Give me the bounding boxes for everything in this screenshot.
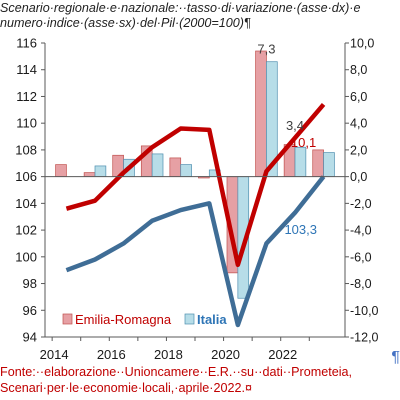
y-right-tick-label: 6,0 [350,90,367,104]
y-left-tick-label: 94 [23,330,37,345]
x-tick-label: 2016 [97,347,126,362]
y-right-tick-label: -6,0 [350,250,372,264]
y-left-tick-label: 112 [16,89,37,104]
y-left-tick-label: 104 [15,196,37,211]
chart-title: Scenario·regionale·e·nazionale:··tasso·d… [0,1,398,31]
y-right-tick-label: -2,0 [350,197,372,211]
legend-label: Italia [197,312,227,327]
y-left-tick-label: 110 [16,116,37,131]
y-left-tick-label: 108 [15,142,37,157]
bar-emilia-romagna [255,50,267,177]
bar-italia [294,146,307,177]
pilcrow-mark: ¶ [391,349,400,366]
bar-italia [94,165,107,177]
x-tick-label: 2014 [40,347,69,362]
bar-emilia-romagna [169,157,182,177]
chart-title-line-2: numero·indice·(asse·sx)·del·Pil·(2000=10… [0,16,251,30]
y-right-tick-label: -4,0 [350,224,372,238]
y-left-tick-label: 116 [16,36,37,51]
data-label: 7,3 [257,42,275,57]
legend-swatch [62,313,73,325]
bar-italia [151,153,164,177]
line-emilia-romagna [65,103,326,268]
y-left-tick-label: 98 [23,276,37,291]
y-left-tick-label: 106 [15,169,37,184]
source-note: Fonte:··elaborazione··Unioncamere··E.R.·… [0,364,398,396]
bar-emilia-romagna [312,149,324,177]
x-tick-label: 2018 [154,347,183,362]
y-right-tick-label: 4,0 [350,117,367,131]
bar-emilia-romagna [55,164,67,177]
y-right-tick-label: -12,0 [350,331,379,345]
y-right-tick-label: 0,0 [350,170,367,184]
y-left-tick-label: 96 [23,303,37,318]
bar-italia [180,164,192,177]
y-right-tick-label: -8,0 [350,277,372,291]
y-left-tick-label: 114 [16,62,37,77]
y-right-tick-label: 10,0 [350,37,374,51]
legend-label: Emilia-Romagna [75,312,172,327]
y-left-tick-label: 100 [15,249,37,264]
y-left-tick-label: 102 [15,223,37,238]
line-italia [65,175,326,328]
chart-title-line-1: Scenario·regionale·e·nazionale:··tasso·d… [0,1,361,15]
data-label: 103,3 [284,222,317,237]
y-right-tick-label: -10,0 [350,304,379,318]
legend-swatch [184,313,195,325]
data-label: 3,4 [286,118,304,133]
data-label: 10,1 [291,135,316,150]
x-tick-label: 2022 [268,347,297,362]
y-right-tick-label: 2,0 [350,143,367,157]
bar-italia [323,152,335,177]
source-line-2: Scenari·per·le·economie·locali,·aprile·2… [0,381,252,395]
bar-emilia-romagna [83,172,96,177]
y-right-tick-label: 8,0 [350,63,367,77]
x-tick-label: 2020 [211,347,240,362]
source-line-1: Fonte:··elaborazione··Unioncamere··E.R.·… [0,365,353,379]
